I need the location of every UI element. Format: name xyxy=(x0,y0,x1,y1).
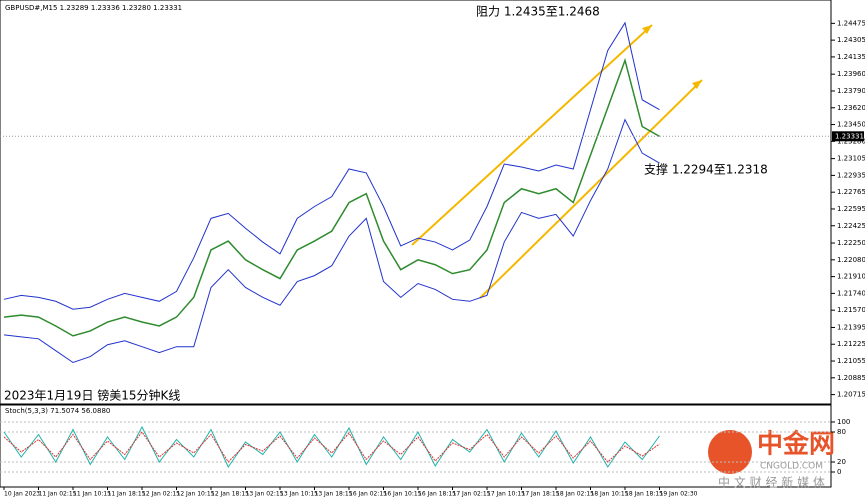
current-price-label: 1.23331 xyxy=(835,132,864,140)
y-tick-label: 1.22935 xyxy=(837,171,865,179)
y-tick-label: 1.24135 xyxy=(837,53,865,61)
x-tick-label: 12 Jan 18:15 xyxy=(211,491,249,498)
y-tick-label: 1.23450 xyxy=(837,121,865,129)
main-panel xyxy=(0,0,832,405)
x-tick-label: 18 Jan 10:15 xyxy=(591,491,629,498)
x-tick-label: 19 Jan 02:30 xyxy=(660,491,698,498)
y-tick-label: 20 xyxy=(837,458,846,466)
x-tick-label: 13 Jan 10:15 xyxy=(280,491,318,498)
x-tick-label: 12 Jan 10:15 xyxy=(177,491,215,498)
y-tick-label: 1.22250 xyxy=(837,239,865,247)
annotation: 阻力 1.2435至1.2468 xyxy=(476,5,600,19)
y-tick-label: 0 xyxy=(837,468,841,476)
y-tick-label: 1.21225 xyxy=(837,340,865,348)
series-line xyxy=(3,425,660,469)
x-tick-label: 16 Jan 18:15 xyxy=(418,491,456,498)
annotation: 2023年1月19日 镑美15分钟K线 xyxy=(4,388,180,403)
x-tick-label: 11 Jan 10:15 xyxy=(73,491,111,498)
x-tick-label: 13 Jan 18:15 xyxy=(315,491,353,498)
y-tick-label: 1.22595 xyxy=(837,205,865,213)
stoch-panel xyxy=(0,404,832,488)
logo-title: 中金网 xyxy=(757,429,835,460)
x-tick-label: 11 Jan 02:15 xyxy=(39,491,77,498)
y-tick-label: 1.24475 xyxy=(837,19,865,27)
y-tick-label: 1.23960 xyxy=(837,70,865,78)
x-tick-label: 17 Jan 02:15 xyxy=(453,491,491,498)
y-tick-label: 1.21570 xyxy=(837,306,865,314)
series-line xyxy=(3,21,660,310)
y-tick-label: 1.22425 xyxy=(837,222,865,230)
logo-icon xyxy=(708,430,752,474)
y-tick-label: 1.23790 xyxy=(837,87,865,95)
x-tick-label: 18 Jan 02:15 xyxy=(556,491,594,498)
x-tick-label: 10 Jan 2023 xyxy=(4,491,40,498)
series-line xyxy=(3,118,660,364)
y-tick-label: 1.21055 xyxy=(837,357,865,365)
x-tick-label: 16 Jan 02:15 xyxy=(349,491,387,498)
y-tick-label: 1.21910 xyxy=(837,273,865,281)
y-tick-label: 100 xyxy=(837,418,850,426)
chart-title: GBPUSD#,M15 1.23289 1.23336 1.23280 1.23… xyxy=(5,4,182,12)
x-tick-label: 18 Jan 18:15 xyxy=(625,491,663,498)
annotation: 支撑 1.2294至1.2318 xyxy=(644,162,768,177)
logo-subtitle: 中 文 财 经 新 媒 体 xyxy=(718,475,825,490)
stoch-title: Stoch(5,3,3) 71.5074 56.0880 xyxy=(5,407,110,415)
y-tick-label: 1.23105 xyxy=(837,155,865,163)
series-line xyxy=(3,431,660,463)
x-tick-label: 16 Jan 10:15 xyxy=(384,491,422,498)
x-tick-label: 11 Jan 18:15 xyxy=(108,491,146,498)
series-line xyxy=(3,57,660,337)
support-channel xyxy=(479,79,703,299)
y-tick-label: 1.22080 xyxy=(837,256,865,264)
x-tick-label: 17 Jan 18:15 xyxy=(522,491,560,498)
arrow-head xyxy=(642,25,652,34)
y-tick-label: 1.23280 xyxy=(837,137,865,145)
current-price-box xyxy=(832,131,864,142)
y-tick-label: 1.23620 xyxy=(837,104,865,112)
x-tick-label: 17 Jan 10:15 xyxy=(487,491,525,498)
logo-url: CNGOLD.COM xyxy=(760,462,823,472)
y-tick-label: 1.20885 xyxy=(837,374,865,382)
y-tick-label: 1.24305 xyxy=(837,36,865,44)
y-tick-label: 1.20715 xyxy=(837,391,865,399)
y-tick-label: 1.22765 xyxy=(837,188,865,196)
resistance-channel xyxy=(411,24,653,246)
y-tick-label: 1.21740 xyxy=(837,289,865,297)
y-tick-label: 80 xyxy=(837,428,846,436)
y-tick-label: 1.21395 xyxy=(837,323,865,331)
x-tick-label: 13 Jan 02:15 xyxy=(246,491,284,498)
arrow-head xyxy=(692,80,702,89)
logo: 中金网 CNGOLD.COM 中 文 财 经 新 媒 体 xyxy=(708,429,835,490)
x-tick-label: 12 Jan 02:15 xyxy=(142,491,180,498)
